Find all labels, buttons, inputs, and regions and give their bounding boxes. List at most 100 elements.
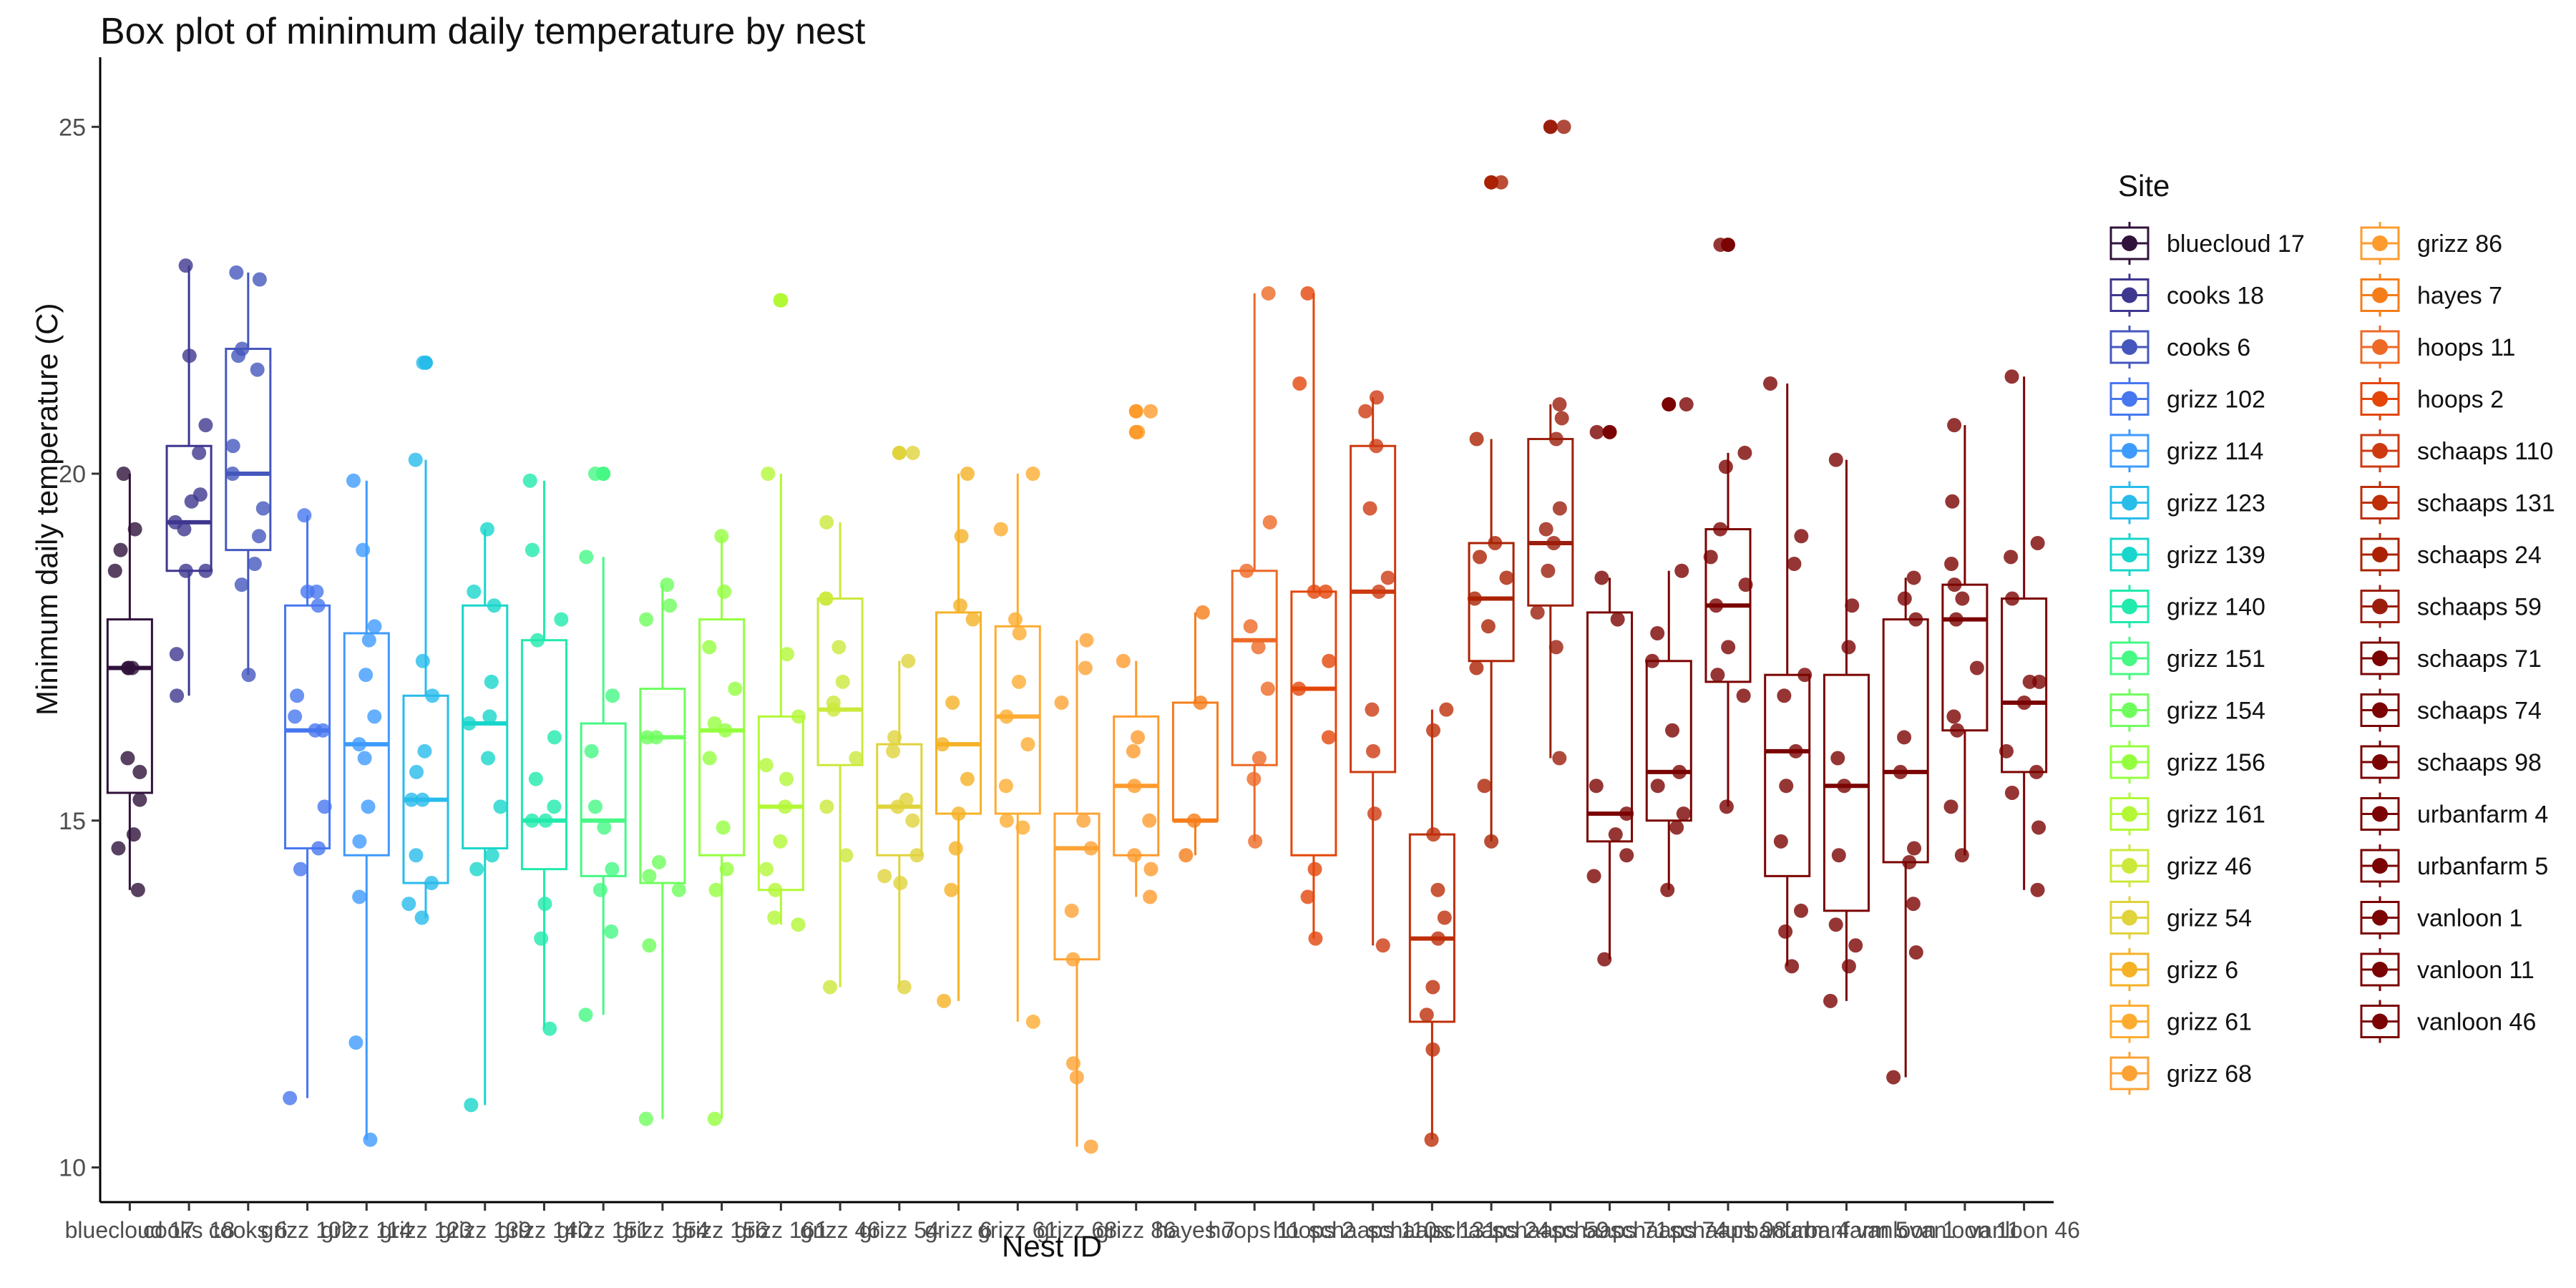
data-point [2030, 882, 2045, 897]
data-point [660, 577, 675, 592]
data-point [1195, 605, 1210, 620]
data-point [887, 730, 902, 745]
x-tick-label: grizz 154 [616, 1217, 709, 1243]
data-point [538, 813, 553, 828]
data-point [642, 869, 657, 884]
data-point [1788, 743, 1803, 758]
data-point [484, 674, 499, 689]
data-point [758, 758, 774, 773]
data-point [317, 799, 332, 814]
y-tick-label: 25 [59, 114, 86, 141]
data-point [999, 813, 1014, 828]
data-point [1365, 702, 1380, 717]
data-point [537, 897, 552, 912]
box-group [698, 529, 746, 1126]
data-point [1015, 820, 1030, 835]
x-tick-label: hayes 7 [1155, 1217, 1235, 1243]
data-point [493, 799, 508, 814]
legend-item: grizz 46 [2109, 844, 2252, 887]
legend-key-point [2372, 754, 2388, 770]
data-point [1608, 827, 1623, 842]
x-tick-label: schaaps 131 [1367, 1217, 1497, 1243]
data-point [1908, 945, 1923, 960]
data-point [1012, 626, 1027, 640]
legend-label: vanloon 1 [2417, 905, 2522, 932]
data-point [905, 813, 920, 828]
data-point [111, 841, 126, 856]
data-point [1897, 730, 1912, 745]
data-point [1261, 286, 1276, 301]
legend-key-point [2122, 339, 2137, 355]
data-point [408, 452, 423, 467]
legend-label: grizz 123 [2167, 490, 2265, 517]
box-group [1408, 702, 1455, 1147]
data-point [1719, 799, 1734, 814]
data-point [346, 473, 361, 488]
data-point [1362, 501, 1377, 516]
box [876, 743, 923, 857]
data-point [1710, 668, 1725, 683]
legend-item: grizz 86 [2360, 222, 2502, 265]
data-point [1947, 577, 1962, 592]
data-point [1179, 848, 1194, 863]
legend-item: cooks 18 [2109, 273, 2264, 317]
legend-item: grizz 156 [2109, 741, 2265, 784]
box [580, 722, 627, 877]
data-point [1126, 743, 1141, 758]
y-tick-label: 10 [59, 1155, 86, 1182]
x-tick-label: grizz 156 [675, 1217, 769, 1243]
data-point [1127, 779, 1142, 794]
legend-key-point [2122, 391, 2137, 407]
box-group [578, 467, 627, 1023]
data-point [1610, 612, 1625, 627]
data-point [528, 771, 543, 786]
data-point [579, 550, 594, 565]
legend-item: hoops 11 [2360, 326, 2515, 369]
data-point [542, 1021, 557, 1036]
data-point [1083, 1139, 1098, 1154]
legend-item: schaaps 74 [2360, 688, 2542, 732]
data-point [767, 910, 782, 925]
box [994, 625, 1041, 815]
legend-item: grizz 151 [2109, 637, 2265, 680]
data-point [716, 820, 731, 835]
data-point [1950, 723, 1965, 738]
box [1350, 444, 1397, 774]
data-point [2004, 369, 2019, 384]
y-tick-label: 15 [59, 808, 86, 835]
data-point [1079, 633, 1094, 648]
data-point [671, 882, 686, 897]
data-point [251, 529, 266, 544]
legend-title: Site [2118, 169, 2170, 203]
data-point [416, 355, 431, 370]
data-point [1365, 743, 1380, 758]
legend-key-point [2122, 806, 2137, 822]
data-point [584, 743, 599, 758]
data-point [1142, 813, 1157, 828]
data-point [953, 598, 968, 613]
data-point [120, 751, 135, 766]
data-point [893, 876, 908, 891]
data-point [290, 688, 305, 703]
data-point [1246, 771, 1262, 786]
data-point [1674, 563, 1689, 578]
legend-item: grizz 54 [2109, 896, 2252, 940]
box-group [1290, 286, 1337, 946]
legend-key-point [2372, 547, 2388, 562]
data-point [839, 848, 854, 863]
data-point [1552, 751, 1567, 766]
data-point [225, 439, 240, 454]
data-point [1054, 695, 1069, 710]
data-point [547, 730, 562, 745]
box [462, 604, 509, 850]
data-point [1008, 612, 1023, 627]
box-group [225, 265, 272, 683]
data-point [1367, 806, 1382, 821]
data-point [1251, 640, 1266, 655]
data-point [1848, 938, 1863, 953]
legend-item: hoops 2 [2360, 377, 2504, 421]
legend-key-point [2372, 443, 2388, 459]
box-group [462, 522, 509, 1113]
box-group [1941, 418, 1989, 863]
data-point [1893, 764, 1908, 779]
